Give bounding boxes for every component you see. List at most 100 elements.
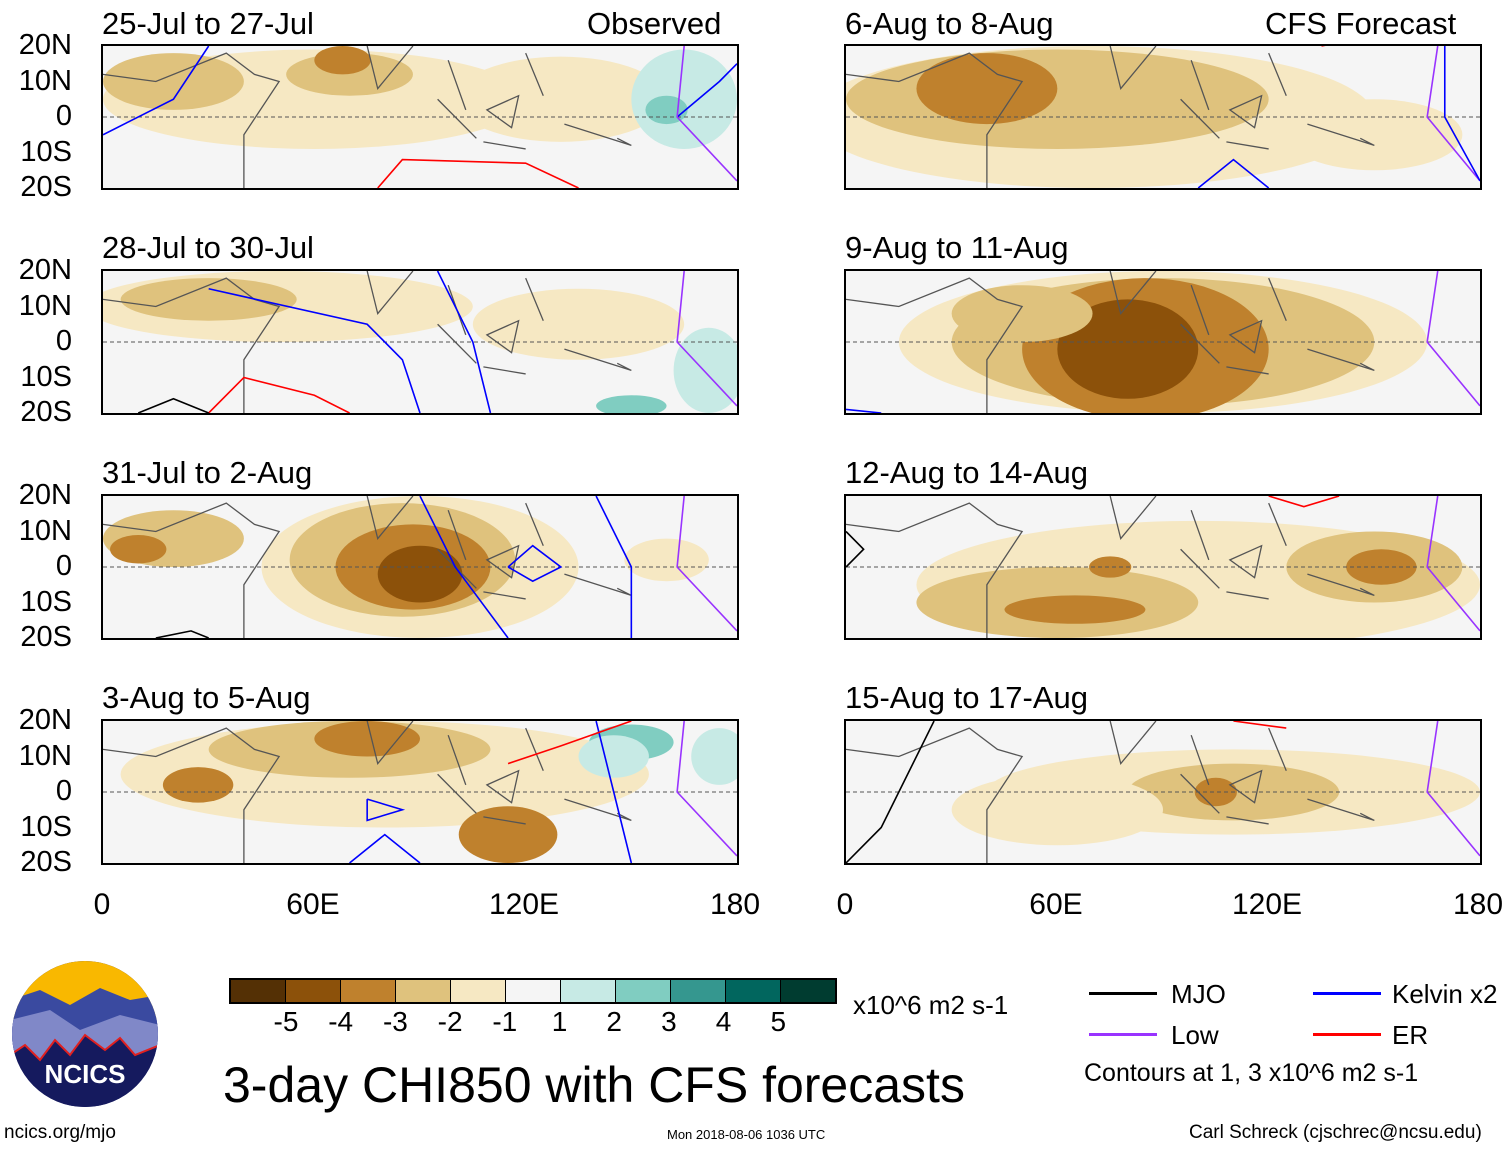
anomaly-region [951,285,1093,342]
anomaly-region [1194,777,1237,807]
anomaly-region [314,46,371,75]
panel-title-left-2: 28-Jul to 30-Jul [102,230,314,265]
colorbar-tick-label: 1 [551,1006,568,1037]
colorbar-swatch [671,980,726,1002]
contour-line [103,46,210,136]
colorbar-swatch [451,980,506,1002]
legend-label-kelvin: Kelvin x2 [1392,979,1498,1009]
panel-title-right-3: 12-Aug to 14-Aug [845,455,1089,490]
colorbar-tick-label: 2 [606,1006,622,1037]
colorbar-swatch [561,980,616,1002]
colorbar-swatch [341,980,396,1002]
lon-label: 60E [286,888,340,921]
panel-title-right-1: 6-Aug to 8-Aug [845,6,1054,41]
contour-line [137,397,209,413]
legend-line-kelvin [1313,992,1381,995]
legend-line-low [1089,1033,1157,1036]
lat-label: 10S [20,360,72,393]
contour-line [1426,721,1480,857]
panel-left-1 [101,44,739,190]
contour-line [846,530,865,568]
colorbar-swatch [781,980,835,1002]
legend-label-low: Low [1171,1020,1219,1050]
contour-line [349,833,421,863]
lon-label: 60E [1029,888,1083,921]
anomaly-region [1057,299,1199,399]
footer-url[interactable]: ncics.org/mjo [4,1122,116,1143]
panel-title-left-1: 25-Jul to 27-Jul [102,6,314,41]
map-right-4 [846,721,1480,863]
contour-line [676,496,737,632]
anomaly-region [645,95,688,125]
lat-label: 20S [20,171,72,203]
contour-line [507,721,632,765]
colorbar-tick-label: -5 [273,1006,299,1037]
map-right-3 [846,496,1480,638]
anomaly-region [472,288,685,360]
colorbar-swatch [506,980,561,1002]
map-left-4 [103,721,737,863]
anomaly-region [624,538,709,582]
coastline [103,46,632,188]
contour-line [155,630,209,638]
lat-label: 10N [18,514,72,547]
anomaly-region [673,327,737,413]
lon-label: 180 [1452,888,1504,921]
contour-line [436,271,492,413]
coastline [846,271,1375,413]
colorbar-tick-label: 4 [715,1006,732,1037]
anomaly-region [314,721,420,757]
map-left-2 [103,271,737,413]
lat-label: 0 [55,550,72,582]
contour-line [676,46,737,182]
lat-label: 20N [18,29,72,61]
anomaly-region [951,774,1163,846]
colorbar-tick-label: 3 [661,1006,677,1037]
legend-line-mjo [1089,992,1157,995]
observed-header: Observed [587,6,722,41]
svg-text:NCICS: NCICS [45,1059,126,1089]
lat-label: 0 [55,325,72,357]
colorbar-tick-label: -2 [437,1006,463,1037]
lat-label: 10N [18,739,72,772]
colorbar-tick-label: -4 [328,1006,354,1037]
colorbar-tick-label: -1 [492,1006,518,1037]
lat-label: 20N [18,479,72,511]
contour-line [676,721,737,857]
colorbar-swatch [396,980,451,1002]
anomaly-region [1089,556,1132,578]
map-left-3 [103,496,737,638]
lat-label: 20S [20,396,72,428]
panel-right-2 [844,269,1482,415]
lat-label: 20N [18,254,72,286]
contour-line [419,496,509,638]
contour-line [366,798,406,822]
contour-line [208,376,350,413]
contour-line [208,287,421,413]
map-left-1 [103,46,737,188]
lon-label: 120E [1231,888,1303,921]
anomaly-region [631,49,737,149]
lat-label: 0 [55,775,72,807]
colorbar-swatch [616,980,671,1002]
contour-line [595,721,633,863]
contour-line [595,496,633,638]
footer-credit: Carl Schreck (cjschrec@ncsu.edu) [1189,1122,1482,1143]
colorbar-tick-label: -3 [382,1006,408,1037]
legend-label-er: ER [1392,1020,1429,1050]
contour-line [1426,271,1480,407]
contour-line [377,158,579,188]
ncics-logo: NCICS [10,960,160,1108]
panel-title-right-4: 15-Aug to 17-Aug [845,680,1089,715]
contour-line [1426,46,1480,182]
forecast-header: CFS Forecast [1265,6,1457,41]
lon-label: 120E [488,888,560,921]
anomaly-region [458,806,558,863]
anomaly-region [596,395,667,413]
contour-line [1197,158,1270,188]
map-right-1 [846,46,1480,188]
anomaly-region [1004,595,1146,624]
panel-right-3 [844,494,1482,640]
contour-line [1233,721,1287,729]
panel-right-4 [844,719,1482,865]
